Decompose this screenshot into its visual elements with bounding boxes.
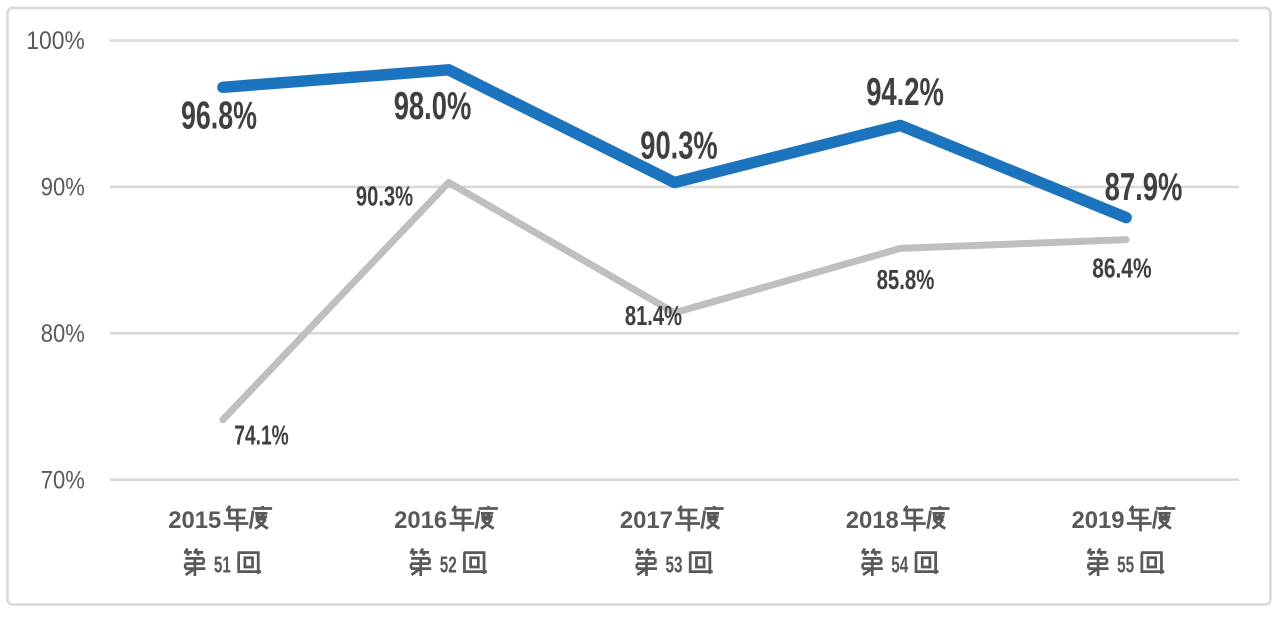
svg-text:51: 51 — [214, 552, 231, 578]
svg-text:86.4%: 86.4% — [1092, 252, 1151, 283]
svg-text:52: 52 — [440, 552, 457, 578]
svg-text:2016: 2016 — [394, 507, 447, 534]
svg-text:70%: 70% — [41, 466, 85, 494]
svg-text:81.4%: 81.4% — [625, 300, 682, 331]
svg-text:87.9%: 87.9% — [1105, 166, 1183, 209]
svg-text:55: 55 — [1117, 552, 1134, 578]
svg-text:98.0%: 98.0% — [394, 85, 472, 128]
svg-text:80%: 80% — [41, 320, 85, 348]
svg-text:2018: 2018 — [846, 507, 899, 534]
svg-text:85.8%: 85.8% — [877, 264, 935, 295]
svg-text:96.8%: 96.8% — [181, 95, 257, 138]
svg-text:100%: 100% — [26, 27, 85, 55]
svg-text:54: 54 — [891, 552, 908, 578]
svg-text:2019: 2019 — [1072, 507, 1125, 534]
svg-text:90.3%: 90.3% — [640, 125, 717, 168]
svg-text:74.1%: 74.1% — [234, 420, 288, 451]
svg-text:2015: 2015 — [168, 507, 221, 534]
svg-text:53: 53 — [666, 552, 683, 578]
svg-text:2017: 2017 — [620, 507, 673, 534]
svg-text:90%: 90% — [41, 174, 85, 202]
svg-text:90.3%: 90.3% — [356, 180, 413, 211]
svg-text:94.2%: 94.2% — [866, 71, 944, 114]
